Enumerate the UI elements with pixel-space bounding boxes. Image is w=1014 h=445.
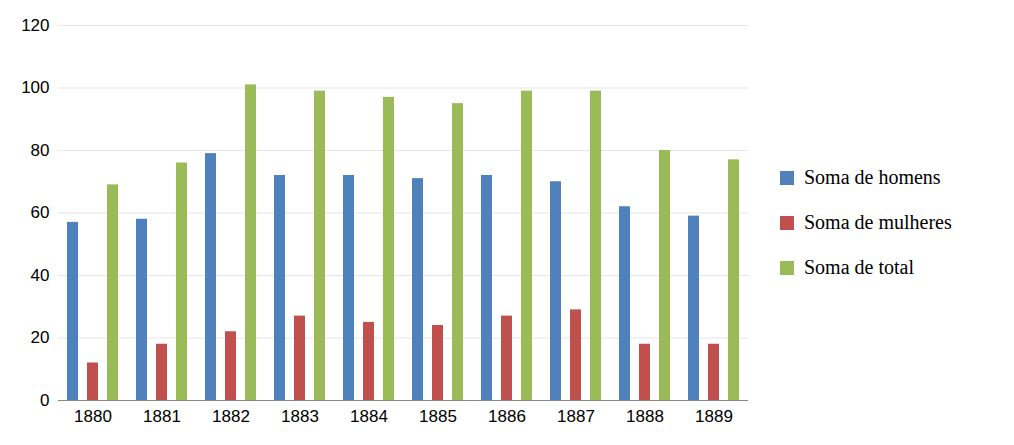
svg-text:1886: 1886 [488,407,526,426]
svg-text:1880: 1880 [74,407,112,426]
html-text:Soma de total: Soma de total [804,256,914,278]
svg-text:40: 40 [31,266,50,285]
svg-text:120: 120 [21,16,49,35]
svg-text:60: 60 [31,203,50,222]
svg-text:20: 20 [31,328,50,347]
svg-text:1881: 1881 [143,407,181,426]
svg-text:1883: 1883 [281,407,319,426]
svg-text:1889: 1889 [695,407,733,426]
svg-text:80: 80 [31,141,50,160]
html-text:Soma de mulheres: Soma de mulheres [804,211,952,233]
svg-text:1888: 1888 [626,407,664,426]
html-text:Soma de homens: Soma de homens [804,166,941,188]
svg-text:1882: 1882 [212,407,250,426]
svg-text:1885: 1885 [419,407,457,426]
svg-text:1884: 1884 [350,407,388,426]
svg-text:100: 100 [21,78,49,97]
svg-text:0: 0 [40,391,49,410]
svg-text:1887: 1887 [557,407,595,426]
